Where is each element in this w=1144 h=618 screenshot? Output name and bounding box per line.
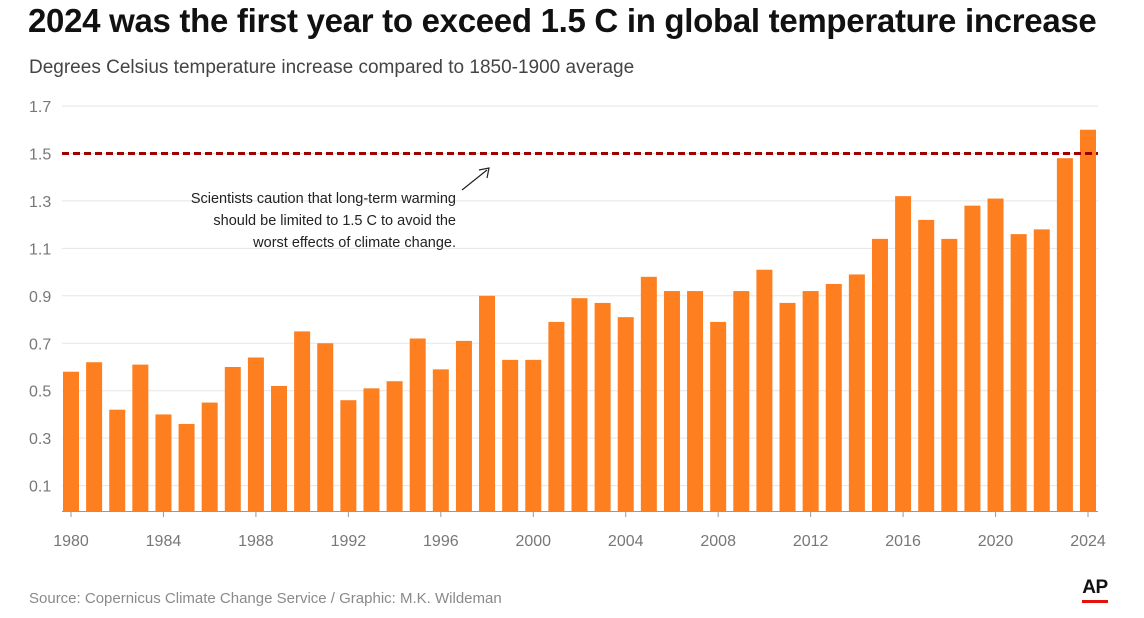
bar xyxy=(594,302,611,511)
y-tick-label: 0.5 xyxy=(29,384,51,401)
bar xyxy=(432,369,449,511)
annotation-line: should be limited to 1.5 C to avoid the xyxy=(213,213,456,229)
y-tick-label: 0.9 xyxy=(29,289,51,306)
bar xyxy=(1010,234,1027,511)
bar xyxy=(201,402,218,511)
x-tick-label: 2016 xyxy=(885,533,921,550)
bar-chart: 0.1 0.3 0.5 0.7 0.9 1.1 1.3 1.5 1.7 1980 1984 1988 1… xyxy=(29,99,1106,550)
annotation-line: worst effects of climate change. xyxy=(252,235,456,251)
bar xyxy=(964,205,981,511)
y-tick-label: 1.7 xyxy=(29,99,51,116)
bar xyxy=(687,291,704,511)
bar xyxy=(617,317,634,511)
bar xyxy=(918,219,935,511)
bar xyxy=(479,295,496,511)
ap-logo-text: AP xyxy=(1082,577,1108,598)
ap-logo: AP xyxy=(1082,578,1108,603)
y-tick-label: 1.1 xyxy=(29,241,51,258)
bar xyxy=(941,238,958,511)
bar xyxy=(109,409,126,511)
annotation-arrow-shaft xyxy=(461,169,488,191)
bar xyxy=(640,276,657,511)
x-tick-label: 2020 xyxy=(978,533,1014,550)
bar xyxy=(871,238,888,511)
y-tick-label: 1.5 xyxy=(29,146,51,163)
bar xyxy=(86,362,103,511)
bar xyxy=(825,283,842,511)
bar xyxy=(178,423,195,511)
bar xyxy=(386,381,403,511)
x-tick-label: 2012 xyxy=(793,533,829,550)
bar xyxy=(779,302,796,511)
y-tick-label: 0.3 xyxy=(29,431,51,448)
x-tick-label: 1996 xyxy=(423,533,459,550)
bar xyxy=(455,340,472,511)
bar xyxy=(895,196,912,511)
bar xyxy=(271,385,288,511)
x-tick-label: 1980 xyxy=(53,533,89,550)
bar xyxy=(802,291,819,511)
bar xyxy=(155,414,172,511)
bar xyxy=(548,321,565,511)
bar xyxy=(317,343,334,511)
bar xyxy=(1056,158,1073,511)
y-tick-label: 0.1 xyxy=(29,479,51,496)
bar xyxy=(1080,129,1096,511)
bar xyxy=(363,388,380,511)
bar xyxy=(710,321,727,511)
bar xyxy=(733,291,750,511)
bar xyxy=(571,298,588,511)
x-tick-label: 2000 xyxy=(515,533,551,550)
bar xyxy=(663,291,680,511)
y-tick-label: 0.7 xyxy=(29,336,51,353)
x-tick-label: 1988 xyxy=(238,533,274,550)
chart-title: 2024 was the first year to exceed 1.5 C … xyxy=(28,2,1097,39)
bar xyxy=(525,359,542,511)
annotation-arrow-head xyxy=(478,167,490,179)
bar xyxy=(756,269,773,511)
bar xyxy=(987,198,1004,511)
bar xyxy=(132,364,149,511)
bar xyxy=(502,359,519,511)
bar xyxy=(409,338,426,511)
x-tick-label: 1992 xyxy=(331,533,367,550)
x-tick-label: 2008 xyxy=(700,533,736,550)
ap-logo-underline xyxy=(1082,600,1108,603)
bar xyxy=(294,331,311,511)
bar xyxy=(1033,229,1050,512)
chart-subtitle: Degrees Celsius temperature increase com… xyxy=(29,57,635,78)
y-tick-label: 1.3 xyxy=(29,194,51,211)
bar xyxy=(224,366,241,511)
x-tick-label: 1984 xyxy=(146,533,182,550)
bar xyxy=(63,371,79,511)
bar xyxy=(848,274,865,511)
x-tick-label: 2024 xyxy=(1070,533,1106,550)
source-credit: Source: Copernicus Climate Change Servic… xyxy=(29,590,502,607)
annotation-line: Scientists caution that long-term warmin… xyxy=(191,191,456,207)
x-tick-label: 2004 xyxy=(608,533,644,550)
bar xyxy=(247,357,264,511)
bar xyxy=(340,400,357,511)
